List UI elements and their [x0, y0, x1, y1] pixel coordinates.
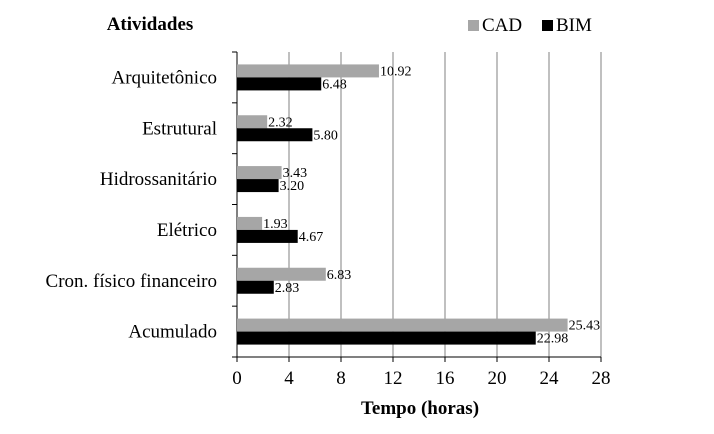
x-tick-labels: 0 4 8 12 16 20 24 28	[232, 357, 611, 389]
legend-swatch-cad	[468, 20, 479, 31]
data-label-cad-estrutural: 2.32	[268, 115, 293, 130]
category-label-arquitetonico: Arquitetônico	[111, 67, 217, 88]
x-tick-label-20: 20	[488, 368, 507, 389]
data-label-bim-acumulado: 22.98	[537, 332, 569, 347]
data-label-bim-cron-fisico-financeiro: 2.83	[275, 281, 300, 296]
chart-title: Atividades	[107, 14, 194, 35]
x-tick-label-12: 12	[384, 368, 403, 389]
x-tick-label-0: 0	[232, 368, 242, 389]
x-tick-label-28: 28	[592, 368, 611, 389]
bar-bim-arquitetonico	[237, 77, 322, 91]
data-label-bim-estrutural: 5.80	[313, 128, 338, 143]
bar-bim-cron-fisico-financeiro	[237, 280, 274, 294]
category-label-hidrossanitario: Hidrossanitário	[100, 169, 217, 190]
legend: CAD BIM	[468, 15, 592, 36]
bar-cad-arquitetonico	[237, 64, 379, 78]
bar-cad-eletrico	[237, 216, 263, 230]
data-label-bim-eletrico: 4.67	[299, 230, 324, 245]
bar-cad-estrutural	[237, 115, 268, 129]
x-tick-label-4: 4	[284, 368, 294, 389]
x-tick-label-16: 16	[436, 368, 455, 389]
bar-cad-cron-fisico-financeiro	[237, 267, 326, 281]
legend-label-cad: CAD	[482, 15, 522, 36]
bar-bim-hidrossanitario	[237, 179, 279, 193]
bar-bim-acumulado	[237, 331, 536, 345]
data-label-cad-acumulado: 25.43	[569, 319, 601, 334]
category-labels: Arquitetônico Estrutural Hidrossanitário El…	[46, 67, 217, 342]
data-label-cad-arquitetonico: 10.92	[380, 64, 412, 79]
x-tick-label-8: 8	[336, 368, 346, 389]
bar-cad-acumulado	[237, 318, 568, 332]
legend-swatch-bim	[542, 20, 553, 31]
bar-cad-hidrossanitario	[237, 166, 282, 180]
data-label-cad-eletrico: 1.93	[263, 217, 288, 232]
data-label-cad-hidrossanitario: 3.43	[283, 166, 308, 181]
category-label-estrutural: Estrutural	[142, 118, 217, 139]
bar-bim-estrutural	[237, 128, 313, 142]
data-labels: 10.92 6.48 2.32 5.80 3.433.20 1.93 4.67 6.83 2.8…	[263, 64, 600, 346]
x-axis-label: Tempo (horas)	[361, 398, 479, 419]
legend-label-bim: BIM	[556, 15, 592, 36]
grid-lines	[232, 51, 602, 358]
category-label-cron-fisico-financeiro: Cron. físico financeiro	[46, 271, 217, 292]
bar-bim-eletrico	[237, 229, 298, 243]
data-label-bim-arquitetonico: 6.48	[322, 77, 347, 92]
data-label-bim-hidrossanitario: 3.20	[280, 179, 305, 194]
x-tick-label-24: 24	[540, 368, 560, 389]
category-label-eletrico: Elétrico	[157, 220, 217, 241]
bars	[237, 64, 568, 345]
data-label-cad-cron-fisico-financeiro: 6.83	[327, 268, 352, 283]
category-label-acumulado: Acumulado	[128, 322, 217, 343]
